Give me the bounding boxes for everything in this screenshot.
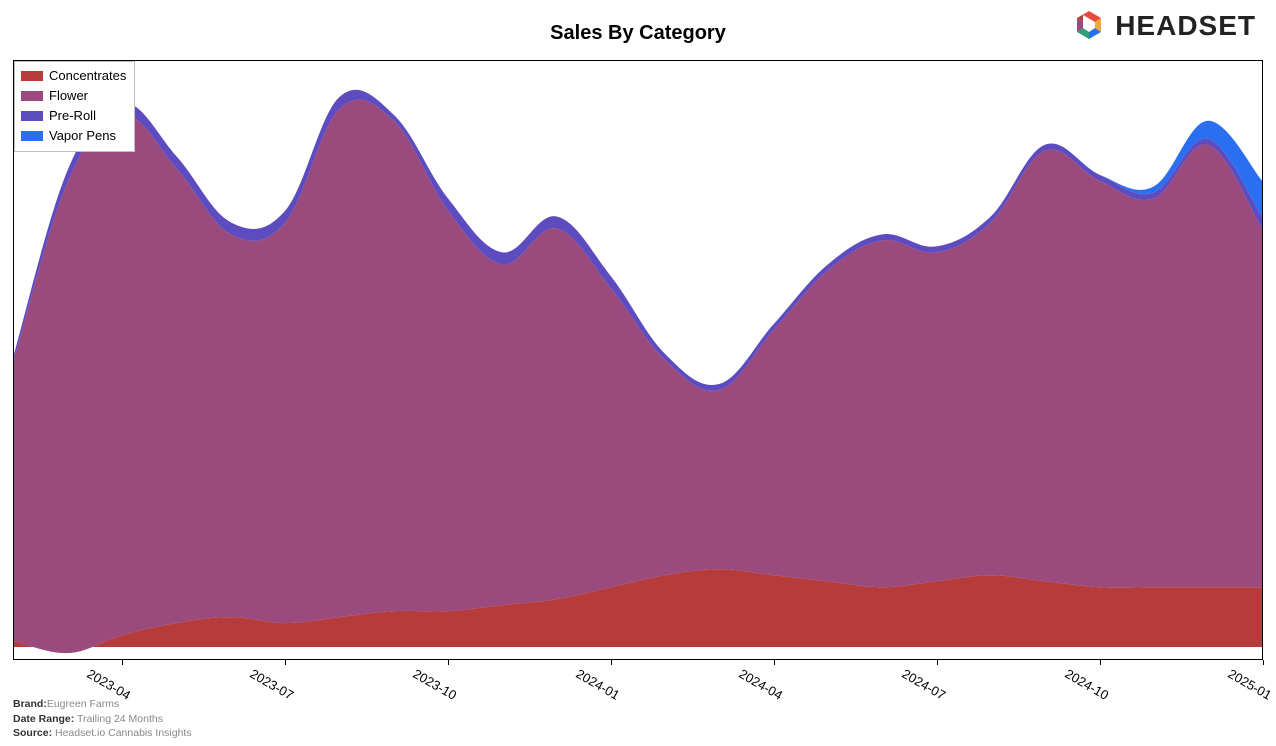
chart-title: Sales By Category [550,22,726,45]
x-tick-mark [122,660,123,665]
x-tick-mark [1263,660,1264,665]
legend-label: Vapor Pens [49,126,116,146]
meta-daterange-label: Date Range: [13,713,74,725]
meta-source-label: Source: [13,727,52,739]
meta-source-value: Headset.io Cannabis Insights [52,727,192,739]
x-tick-label: 2024-10 [1062,666,1111,703]
legend-swatch [21,131,43,141]
legend-label: Pre-Roll [49,106,96,126]
meta-brand-value: Eugreen Farms [47,698,119,710]
logo-text: HEADSET [1115,10,1256,42]
legend-item: Vapor Pens [21,126,126,146]
x-tick-label: 2024-04 [736,666,785,703]
x-tick-mark [448,660,449,665]
legend-label: Concentrates [49,66,126,86]
x-tick-label: 2024-07 [899,666,948,703]
x-tick-label: 2025-01 [1226,666,1275,703]
x-tick-label: 2024-01 [573,666,622,703]
x-tick-mark [1100,660,1101,665]
chart-area [13,60,1263,660]
x-tick-mark [774,660,775,665]
legend-swatch [21,71,43,81]
area-layer [14,100,1262,653]
logo-icon [1071,8,1107,44]
legend-label: Flower [49,86,88,106]
meta-daterange-value: Trailing 24 Months [74,713,163,725]
x-tick-mark [285,660,286,665]
headset-logo: HEADSET [1071,8,1256,44]
meta-brand-label: Brand: [13,698,47,710]
x-tick-mark [937,660,938,665]
legend-swatch [21,111,43,121]
meta-footer: Brand:Eugreen Farms Date Range: Trailing… [13,697,192,740]
legend-item: Flower [21,86,126,106]
x-tick-label: 2023-07 [247,666,296,703]
x-tick-mark [611,660,612,665]
legend-swatch [21,91,43,101]
stacked-area-chart [14,61,1262,659]
x-axis: 2023-042023-072023-102024-012024-042024-… [13,660,1263,720]
legend-item: Concentrates [21,66,126,86]
x-tick-label: 2023-10 [410,666,459,703]
legend-item: Pre-Roll [21,106,126,126]
legend: ConcentratesFlowerPre-RollVapor Pens [14,61,135,152]
